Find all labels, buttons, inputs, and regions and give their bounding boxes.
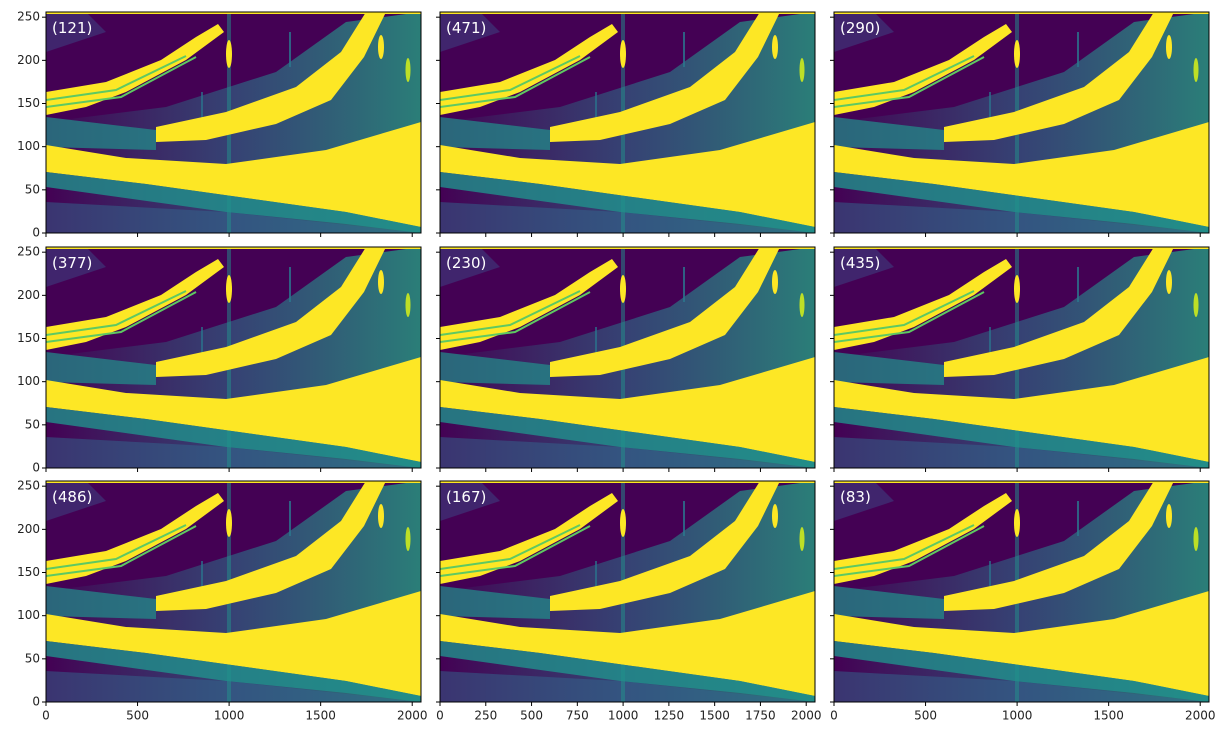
y-tick-label: 250	[17, 245, 40, 259]
x-tick-label: 1750	[745, 709, 776, 723]
y-tick-label: 100	[17, 139, 40, 153]
x-tick-label: 250	[474, 709, 497, 723]
y-tick-label: 100	[17, 374, 40, 388]
x-tick-label: 1000	[214, 709, 245, 723]
axes-frame	[45, 480, 422, 703]
annotation: (83)	[840, 488, 871, 506]
x-tick-label: 1250	[654, 709, 685, 723]
annotation: (486)	[52, 488, 92, 506]
axes-frame	[833, 11, 1210, 234]
y-tick-label: 50	[25, 182, 40, 196]
x-tick-label: 2000	[791, 709, 822, 723]
y-tick-label: 0	[32, 695, 40, 709]
x-tick-label: 1500	[1093, 709, 1124, 723]
x-tick-label: 1500	[699, 709, 730, 723]
image	[834, 481, 1209, 702]
annotation: (435)	[840, 254, 880, 272]
axes-frame	[439, 11, 816, 234]
axes-frame	[833, 246, 1210, 469]
x-tick-label: 0	[42, 709, 50, 723]
x-tick-label: 0	[436, 709, 444, 723]
y-tick-label: 150	[17, 331, 40, 345]
image	[46, 247, 421, 468]
axes-frame	[45, 11, 422, 234]
image	[46, 481, 421, 702]
axes-frame	[45, 246, 422, 469]
annotation: (230)	[446, 254, 486, 272]
image	[834, 247, 1209, 468]
annotation: (377)	[52, 254, 92, 272]
x-tick-label: 2000	[397, 709, 428, 723]
y-tick-label: 250	[17, 479, 40, 493]
y-tick-label: 100	[17, 608, 40, 622]
axes-frame	[439, 480, 816, 703]
image	[834, 12, 1209, 233]
x-tick-label: 0	[830, 709, 838, 723]
y-tick-label: 200	[17, 522, 40, 536]
y-tick-label: 150	[17, 565, 40, 579]
y-tick-label: 0	[32, 461, 40, 475]
axes-frame	[833, 480, 1210, 703]
x-tick-label: 1000	[608, 709, 639, 723]
y-tick-label: 200	[17, 53, 40, 67]
x-tick-label: 1500	[305, 709, 336, 723]
y-tick-label: 200	[17, 288, 40, 302]
y-tick-label: 50	[25, 417, 40, 431]
x-tick-label: 500	[520, 709, 543, 723]
image	[440, 12, 815, 233]
x-tick-label: 500	[914, 709, 937, 723]
y-tick-label: 0	[32, 226, 40, 240]
x-tick-label: 1000	[1002, 709, 1033, 723]
image	[440, 247, 815, 468]
annotation: (290)	[840, 19, 880, 37]
image	[440, 481, 815, 702]
annotation: (471)	[446, 19, 486, 37]
y-tick-label: 250	[17, 10, 40, 24]
annotation: (167)	[446, 488, 486, 506]
image	[46, 12, 421, 233]
annotation: (121)	[52, 19, 92, 37]
axes-frame	[439, 246, 816, 469]
y-tick-label: 50	[25, 651, 40, 665]
x-tick-label: 500	[126, 709, 149, 723]
x-tick-label: 2000	[1185, 709, 1216, 723]
y-tick-label: 150	[17, 96, 40, 110]
x-tick-label: 750	[566, 709, 589, 723]
